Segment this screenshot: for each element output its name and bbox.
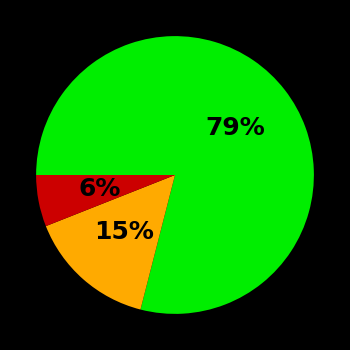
Wedge shape: [46, 175, 175, 309]
Text: 15%: 15%: [94, 220, 154, 244]
Text: 6%: 6%: [79, 177, 121, 201]
Wedge shape: [36, 36, 314, 314]
Wedge shape: [36, 175, 175, 226]
Text: 79%: 79%: [205, 116, 265, 140]
